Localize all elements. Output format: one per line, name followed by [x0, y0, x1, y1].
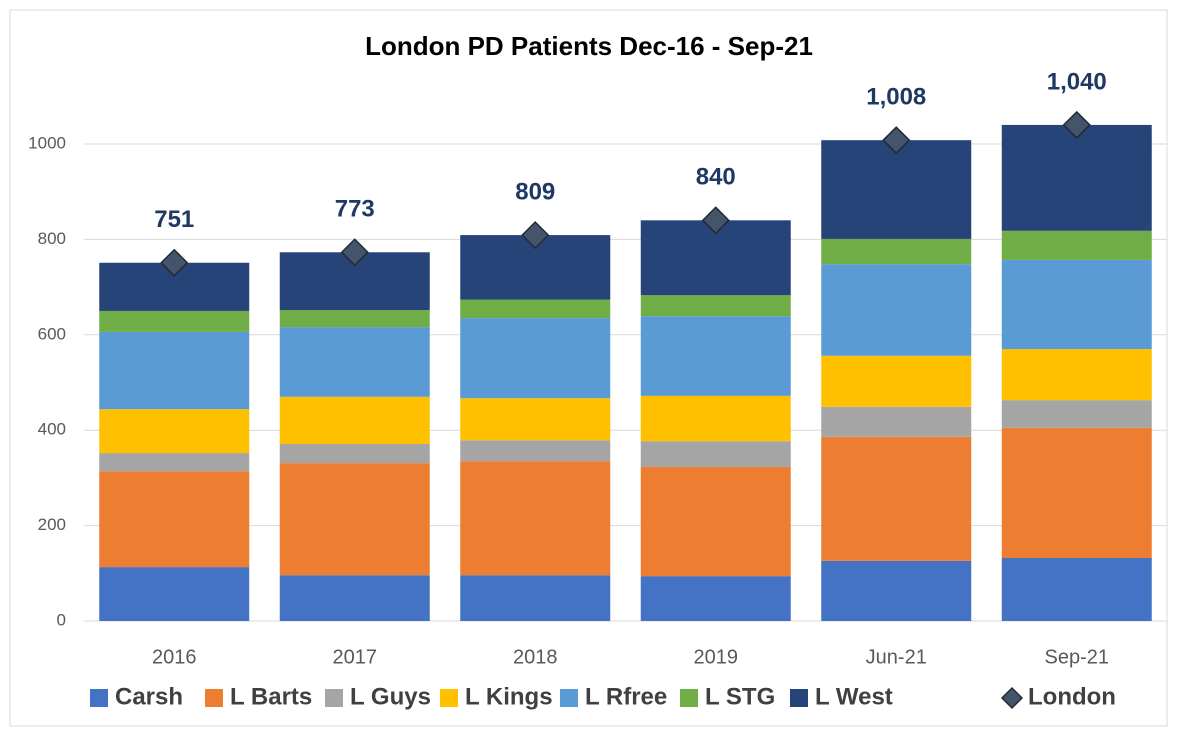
chart-title: London PD Patients Dec-16 - Sep-21: [365, 31, 813, 61]
bar-segment: [640, 576, 791, 621]
legend-label: L West: [815, 683, 893, 710]
legend-swatch: [440, 689, 458, 707]
bar-segment: [460, 440, 611, 462]
bar-segment: [821, 238, 972, 265]
bar-segment: [821, 140, 972, 239]
bar-segment: [279, 327, 430, 397]
x-tick-label: Sep-21: [1045, 646, 1110, 668]
legend-swatch: [325, 689, 343, 707]
y-tick-label: 0: [57, 610, 66, 629]
x-tick-label: 2016: [152, 646, 197, 668]
legend-label: L Rfree: [585, 683, 667, 710]
bar-segment: [460, 318, 611, 399]
bar-segment: [821, 436, 972, 561]
bar-segment: [640, 466, 791, 577]
data-label: 773: [335, 196, 375, 223]
bar-segment: [279, 444, 430, 464]
bar-segment: [1001, 230, 1152, 260]
bar-segment: [99, 409, 250, 454]
x-tick-label: 2017: [333, 646, 378, 668]
marker: [882, 126, 911, 155]
bar-segment: [821, 355, 972, 407]
bar-segment: [279, 463, 430, 576]
bar-segment: [1001, 400, 1152, 428]
x-tick-label: 2018: [513, 646, 558, 668]
marker: [521, 221, 550, 250]
legend-label: L STG: [705, 683, 775, 710]
bar-segment: [279, 309, 430, 328]
bar-segment: [1001, 259, 1152, 350]
legend-label: Carsh: [115, 683, 183, 710]
legend-label: L Guys: [350, 683, 431, 710]
bar-segment: [279, 575, 430, 621]
bar-segment: [821, 264, 972, 356]
legend-swatch: [680, 689, 698, 707]
bar-segment: [640, 295, 791, 317]
legend-marker: [1000, 686, 1024, 710]
bar-segment: [99, 310, 250, 332]
bar-segment: [460, 461, 611, 576]
data-label: 840: [696, 164, 736, 191]
bar-segment: [460, 299, 611, 319]
bar-segment: [640, 395, 791, 442]
bar-segment: [460, 575, 611, 621]
legend-swatch: [560, 689, 578, 707]
bar-segment: [640, 441, 791, 467]
bar-segment: [1001, 427, 1152, 559]
data-label: 1,040: [1047, 68, 1107, 95]
y-tick-label: 800: [38, 229, 66, 248]
bar-segment: [99, 567, 250, 621]
bar-segment: [1001, 558, 1152, 621]
data-label: 1,008: [866, 84, 926, 111]
bar-segment: [640, 316, 791, 396]
bar-segment: [99, 331, 250, 410]
marker: [1062, 110, 1091, 139]
y-tick-label: 600: [38, 324, 66, 343]
bar-segment: [821, 560, 972, 621]
bar-segment: [1001, 349, 1152, 401]
legend-swatch: [205, 689, 223, 707]
marker: [160, 248, 189, 277]
bar-segment: [99, 453, 250, 472]
y-tick-label: 200: [38, 515, 66, 534]
y-tick-label: 400: [38, 420, 66, 439]
legend-label: London: [1028, 683, 1116, 710]
legend-swatch: [90, 689, 108, 707]
bar-segment: [821, 406, 972, 437]
bar-segment: [460, 398, 611, 441]
x-tick-label: Jun-21: [866, 646, 927, 668]
legend-swatch: [790, 689, 808, 707]
data-label: 809: [515, 178, 555, 205]
legend-label: L Kings: [465, 683, 553, 710]
legend-label: L Barts: [230, 683, 312, 710]
marker: [701, 206, 730, 235]
x-tick-label: 2019: [694, 646, 739, 668]
marker: [340, 238, 369, 267]
y-tick-label: 1000: [28, 133, 66, 152]
bar-segment: [99, 471, 250, 568]
bar-segment: [1001, 124, 1152, 231]
bar-segment: [279, 396, 430, 445]
data-label: 751: [154, 206, 194, 233]
